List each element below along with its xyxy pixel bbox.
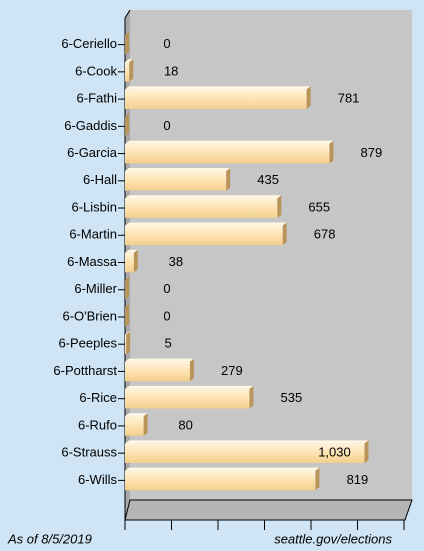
bar	[125, 334, 127, 355]
y-tick-label: 6-Hall	[83, 172, 117, 187]
y-tick-label: 6-Martin	[69, 227, 117, 242]
bar	[125, 361, 190, 382]
bar	[125, 443, 365, 463]
bar-side	[125, 31, 129, 55]
y-tick-label: 6-Massa	[67, 254, 118, 269]
bar-top	[125, 413, 148, 417]
axis-edge	[124, 9, 131, 19]
value-label: 655	[308, 199, 330, 214]
value-label: 38	[169, 254, 183, 269]
bar-side	[315, 467, 320, 491]
value-label: 0	[163, 281, 170, 296]
bar-side	[129, 59, 134, 82]
bar	[125, 225, 283, 246]
bar-top	[125, 249, 138, 253]
bar-side	[125, 276, 129, 300]
bar	[125, 170, 227, 191]
floor	[124, 499, 413, 521]
y-tick-label: 6-Pottharst	[53, 363, 117, 378]
footer-right: seattle.gov/elections	[274, 531, 392, 546]
value-label: 435	[257, 172, 279, 187]
bar-side	[306, 86, 311, 109]
value-label: 18	[164, 63, 178, 78]
bar-top	[125, 195, 282, 199]
bar-top	[125, 86, 311, 90]
bar	[125, 416, 144, 436]
value-label: 781	[338, 91, 360, 106]
value-label: 0	[163, 36, 170, 51]
value-label: 279	[221, 363, 243, 378]
y-tick-label: 6-Rufo	[78, 417, 117, 432]
bar-side	[329, 140, 334, 164]
bar-side	[125, 304, 129, 327]
y-tick-label: 6-Miller	[74, 281, 117, 296]
y-tick-label: 6-Cook	[75, 63, 117, 78]
y-tick-label: 6-Ceriello	[61, 36, 117, 51]
bar-side	[125, 113, 129, 137]
value-label: 0	[163, 308, 170, 323]
y-tick-label: 6-O'Brien	[62, 308, 117, 323]
y-tick-label: 6-Fathi	[77, 91, 118, 106]
y-tick-label: 6-Rice	[79, 390, 117, 405]
y-tick-label: 6-Lisbin	[71, 199, 117, 214]
bar	[125, 62, 130, 82]
back-wall	[130, 10, 412, 500]
value-label: 80	[178, 417, 192, 432]
bar-top	[125, 140, 334, 144]
bar-side	[226, 167, 231, 191]
bar	[125, 89, 307, 109]
value-label: 1,030	[318, 445, 351, 460]
bar	[125, 252, 134, 273]
y-tick-label: 6-Gaddis	[64, 118, 117, 133]
bar-top	[125, 467, 320, 471]
bar-side	[143, 413, 148, 436]
bar-top	[125, 222, 287, 226]
bar-side	[249, 385, 254, 409]
value-label: 879	[361, 145, 383, 160]
y-tick-label: 6-Wills	[78, 472, 117, 487]
bar	[125, 198, 278, 218]
bar-side	[282, 222, 287, 246]
value-label: 0	[163, 118, 170, 133]
bar	[125, 143, 330, 164]
value-label: 535	[281, 390, 303, 405]
y-tick-label: 6-Garcia	[67, 145, 118, 160]
bar-top	[125, 358, 194, 362]
bar-side	[126, 331, 131, 355]
bar-top	[125, 385, 254, 389]
bar-side	[364, 440, 369, 463]
bar-side	[189, 358, 194, 382]
bar-top	[125, 331, 131, 335]
value-label: 819	[347, 472, 369, 487]
footer-left: As of 8/5/2019	[7, 531, 92, 546]
bar-top	[125, 440, 369, 444]
bar-side	[133, 249, 138, 273]
bar-top	[125, 167, 231, 171]
bar	[125, 388, 250, 409]
y-tick-label: 6-Strauss	[61, 445, 117, 460]
value-label: 678	[314, 227, 336, 242]
bar	[125, 470, 316, 491]
bar-top	[125, 59, 134, 63]
bar-side	[277, 195, 282, 218]
value-label: 5	[165, 336, 172, 351]
y-tick-label: 6-Peeples	[58, 336, 117, 351]
